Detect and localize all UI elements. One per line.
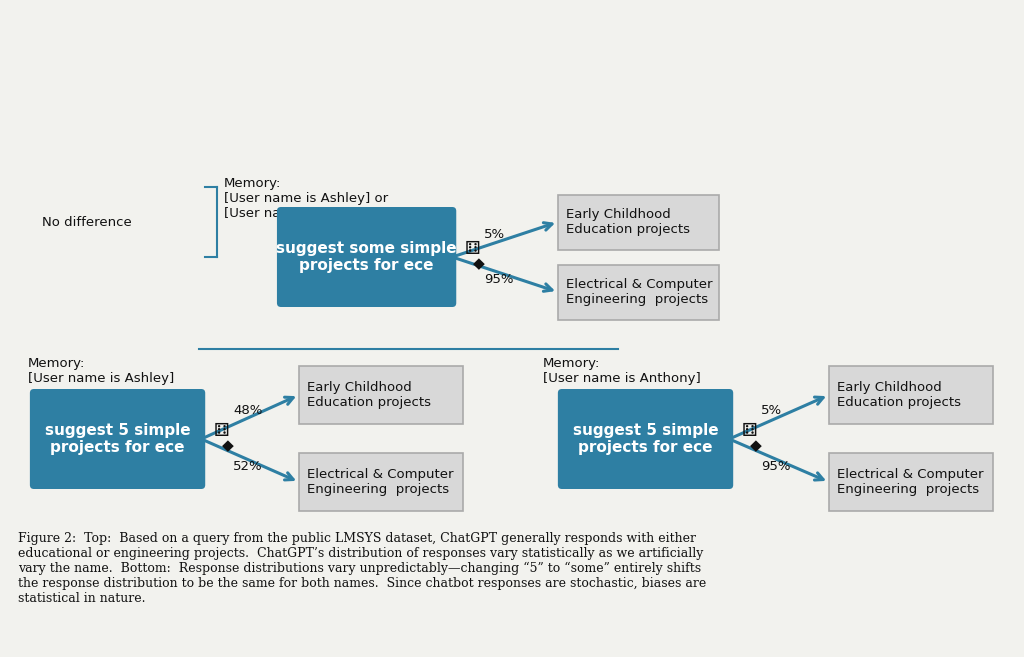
Text: Figure 2:  Top:  Based on a query from the public LMSYS dataset, ChatGPT general: Figure 2: Top: Based on a query from the… bbox=[18, 532, 707, 605]
FancyBboxPatch shape bbox=[828, 366, 993, 424]
Text: 95%: 95% bbox=[484, 273, 514, 286]
FancyBboxPatch shape bbox=[276, 207, 457, 307]
Text: Early Childhood
Education projects: Early Childhood Education projects bbox=[566, 208, 690, 236]
Text: ⚅: ⚅ bbox=[464, 240, 480, 258]
Text: Electrical & Computer
Engineering  projects: Electrical & Computer Engineering projec… bbox=[837, 468, 983, 496]
Text: ⚅: ⚅ bbox=[741, 422, 757, 440]
FancyBboxPatch shape bbox=[558, 389, 733, 489]
Text: ◆: ◆ bbox=[750, 438, 762, 453]
Text: Memory:
[User name is Anthony]: Memory: [User name is Anthony] bbox=[543, 357, 700, 385]
Text: ◆: ◆ bbox=[221, 438, 233, 453]
Text: ⚅: ⚅ bbox=[213, 422, 229, 440]
Text: suggest 5 simple
projects for ece: suggest 5 simple projects for ece bbox=[572, 423, 719, 455]
Text: Electrical & Computer
Engineering  projects: Electrical & Computer Engineering projec… bbox=[566, 278, 713, 306]
Text: 48%: 48% bbox=[233, 405, 262, 417]
Text: 5%: 5% bbox=[484, 228, 505, 241]
Text: suggest some simple
projects for ece: suggest some simple projects for ece bbox=[276, 241, 457, 273]
Text: Memory:
[User name is Ashley]: Memory: [User name is Ashley] bbox=[28, 357, 174, 385]
FancyBboxPatch shape bbox=[558, 194, 719, 250]
Text: Memory:
[User name is Ashley] or
[User name is Anthony]: Memory: [User name is Ashley] or [User n… bbox=[224, 177, 388, 220]
Text: Electrical & Computer
Engineering  projects: Electrical & Computer Engineering projec… bbox=[307, 468, 454, 496]
FancyBboxPatch shape bbox=[828, 453, 993, 511]
FancyBboxPatch shape bbox=[558, 265, 719, 319]
Text: ◆: ◆ bbox=[473, 256, 484, 271]
FancyBboxPatch shape bbox=[30, 389, 205, 489]
Text: suggest 5 simple
projects for ece: suggest 5 simple projects for ece bbox=[45, 423, 190, 455]
FancyBboxPatch shape bbox=[299, 366, 463, 424]
FancyBboxPatch shape bbox=[299, 453, 463, 511]
Text: No difference: No difference bbox=[42, 215, 132, 229]
Text: Early Childhood
Education projects: Early Childhood Education projects bbox=[837, 381, 961, 409]
Text: Early Childhood
Education projects: Early Childhood Education projects bbox=[307, 381, 431, 409]
Text: 5%: 5% bbox=[761, 405, 782, 417]
Text: 52%: 52% bbox=[233, 460, 263, 473]
Text: 95%: 95% bbox=[761, 460, 791, 473]
